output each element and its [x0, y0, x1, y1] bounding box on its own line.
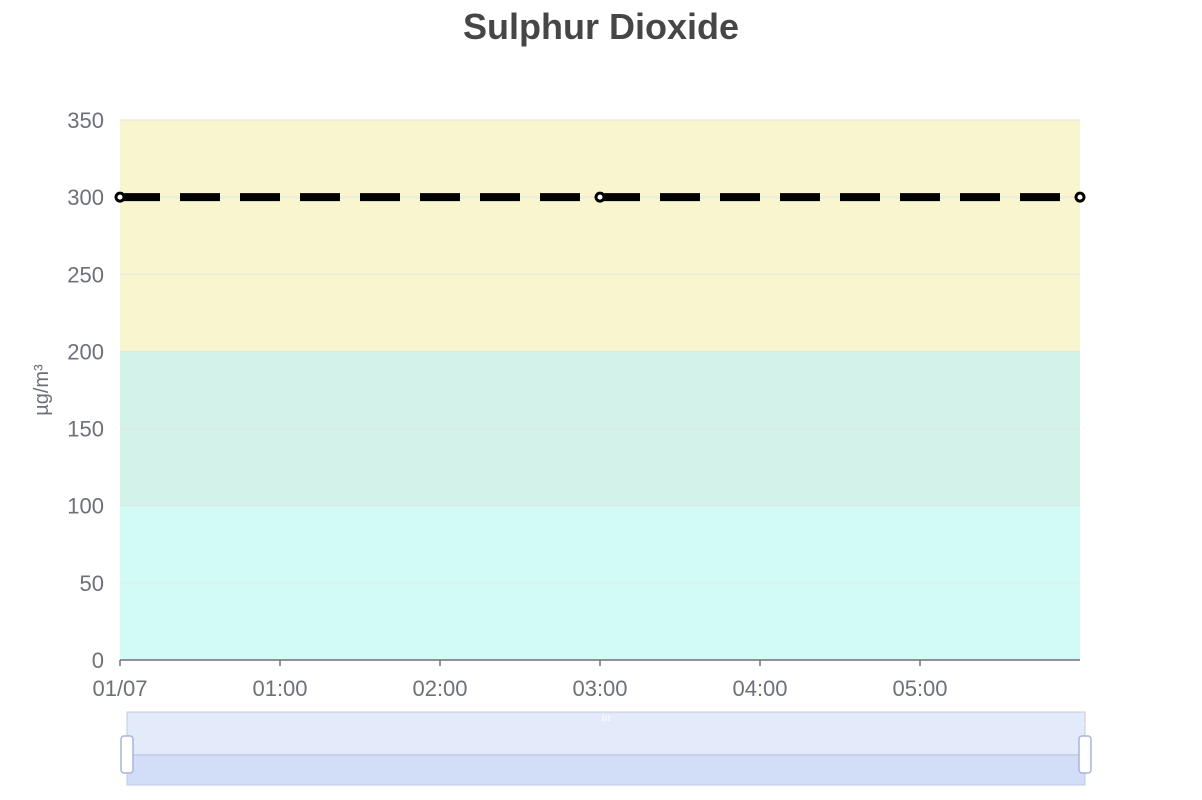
y-tick-label: 50	[80, 571, 104, 596]
y-axis-label: µg/m³	[31, 364, 53, 416]
zoom-handle-right[interactable]	[1078, 735, 1092, 774]
data-point[interactable]	[114, 191, 126, 203]
y-tick-label: 250	[67, 262, 104, 287]
y-tick-label: 200	[67, 339, 104, 364]
x-tick-label: 05:00	[892, 676, 947, 701]
x-tick-label: 02:00	[412, 676, 467, 701]
chart-title: Sulphur Dioxide	[462, 6, 739, 47]
zoom-window[interactable]	[127, 755, 1085, 785]
x-tick-label: 04:00	[732, 676, 787, 701]
x-tick-label: 03:00	[572, 676, 627, 701]
y-tick-label: 350	[67, 108, 104, 133]
band-2	[120, 120, 1080, 352]
data-point[interactable]	[594, 191, 606, 203]
data-point[interactable]	[1074, 191, 1086, 203]
y-tick-label: 300	[67, 185, 104, 210]
x-tick-label: 01:00	[252, 676, 307, 701]
y-tick-label: 0	[92, 648, 104, 673]
x-tick-label: 01/07	[92, 676, 147, 701]
y-tick-label: 100	[67, 494, 104, 519]
zoom-handle-left[interactable]	[120, 735, 134, 774]
y-tick-label: 150	[67, 417, 104, 442]
